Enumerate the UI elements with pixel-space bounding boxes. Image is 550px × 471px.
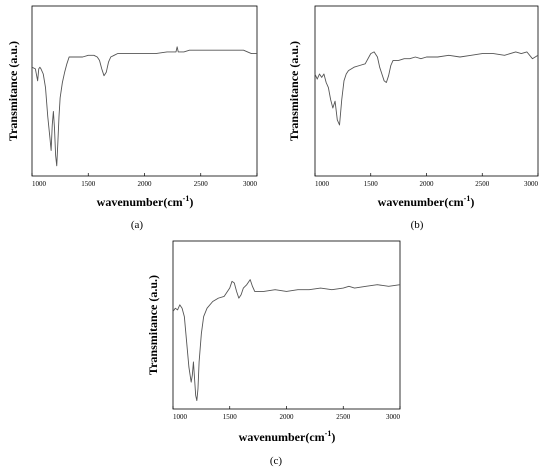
- x-tick-label-b-4: 3000: [524, 180, 539, 188]
- panel-label-b: (b): [411, 219, 424, 231]
- x-axis-label-c: wavenumber(cm-1): [239, 429, 336, 444]
- x-tick-label-a-0: 1000: [32, 180, 47, 188]
- x-tick-label-c-4: 3000: [386, 413, 401, 421]
- tick-group-c: 1000 1500 2000 2500 3000: [172, 406, 401, 421]
- x-axis-label-text-c: wavenumber(cm: [239, 430, 325, 444]
- spectrum-line-a: [31, 46, 257, 167]
- plot-frame-a: [31, 5, 258, 177]
- x-axis-label-text-a: wavenumber(cm: [97, 195, 183, 209]
- x-tick-label-a-2: 2000: [138, 180, 153, 188]
- panel-a: 1000 1500 2000 2500 3000 Transmitance (a.u.)…: [6, 5, 258, 231]
- x-axis-label-tail-b: ): [470, 195, 474, 209]
- x-axis-label-b: wavenumber(cm-1): [378, 194, 475, 209]
- spectrum-line-b: [314, 51, 539, 126]
- x-tick-label-b-2: 2000: [420, 180, 435, 188]
- x-axis-label-sup-c: -1: [325, 429, 332, 438]
- series-group-a: [31, 46, 257, 167]
- x-tick-label-a-4: 3000: [243, 180, 258, 188]
- tick-group-a: 1000 1500 2000 2500 3000: [31, 173, 258, 188]
- x-axis-label-a: wavenumber(cm-1): [97, 194, 194, 209]
- x-tick-label-c-2: 2000: [280, 413, 295, 421]
- panel-label-a: (a): [131, 219, 144, 231]
- y-axis-label-a: Transmitance (a.u.): [6, 41, 20, 141]
- panel-label-c: (c): [270, 455, 283, 467]
- plot-frame-b: [314, 5, 539, 177]
- spectrum-line-c: [172, 279, 401, 402]
- x-tick-label-a-3: 2500: [194, 180, 209, 188]
- x-axis-label-tail-a: ): [189, 195, 193, 209]
- x-tick-label-c-3: 2500: [336, 413, 351, 421]
- x-tick-label-a-1: 1500: [81, 180, 96, 188]
- x-axis-label-text-b: wavenumber(cm: [378, 195, 464, 209]
- x-tick-label-b-3: 2500: [475, 180, 490, 188]
- x-tick-label-c-0: 1000: [173, 413, 188, 421]
- series-group-c: [172, 279, 401, 402]
- plot-frame-c: [172, 240, 401, 410]
- panel-c: 1000 1500 2000 2500 3000 Transmitance (a.u.)…: [146, 240, 401, 467]
- panel-b: 1000 1500 2000 2500 3000 Transmitance (a.u.)…: [287, 5, 539, 231]
- x-tick-label-c-1: 1500: [223, 413, 238, 421]
- x-tick-label-b-0: 1000: [315, 180, 330, 188]
- tick-group-b: 1000 1500 2000 2500 3000: [314, 173, 539, 188]
- x-axis-label-tail-c: ): [331, 430, 335, 444]
- y-axis-label-c: Transmitance (a.u.): [146, 275, 160, 375]
- x-axis-label-sup-b: -1: [464, 194, 471, 203]
- y-axis-label-b: Transmitance (a.u.): [287, 41, 301, 141]
- x-axis-label-sup-a: -1: [183, 194, 190, 203]
- series-group-b: [314, 51, 539, 126]
- x-tick-label-b-1: 1500: [364, 180, 379, 188]
